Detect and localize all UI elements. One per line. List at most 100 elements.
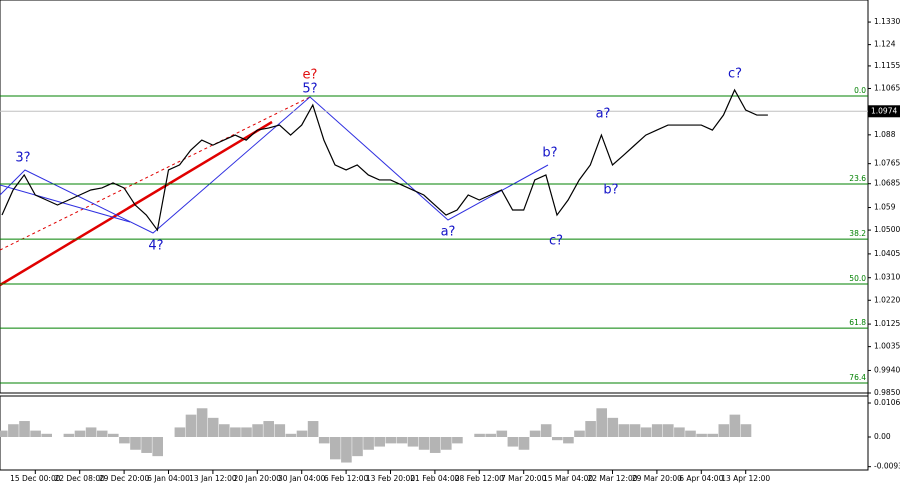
x-tick-label: 29 Mar 20:00: [632, 474, 682, 483]
oscillator-bar: [574, 430, 585, 437]
x-tick-label: 6 Apr 04:00: [679, 474, 723, 483]
price-panel: [0, 0, 869, 394]
x-tick-label: 28 Feb 12:00: [455, 474, 504, 483]
trend-line: [0, 120, 273, 287]
y-tick-label: 1.0765: [874, 159, 900, 168]
oscillator-bar: [529, 430, 541, 437]
wave-label: e?: [303, 68, 318, 83]
y-tick-label: -0.0093: [874, 462, 900, 471]
oscillator-bar: [441, 436, 452, 450]
oscillator-bar: [629, 424, 641, 437]
oscillator-bar: [429, 436, 441, 453]
fib-label: 38.2: [849, 229, 866, 238]
x-tick-label: 15 Mar 04:00: [543, 474, 593, 483]
oscillator-bar: [196, 408, 208, 437]
oscillator-bar: [718, 424, 730, 437]
oscillator-bar: [396, 436, 408, 444]
oscillator-bar: [696, 433, 707, 437]
oscillator-bar: [596, 408, 607, 437]
oscillator-bar: [318, 436, 330, 444]
oscillator-bar: [663, 424, 674, 437]
oscillator-bar: [285, 433, 297, 437]
oscillator-bar: [563, 436, 574, 444]
x-tick-label: 13 Jan 12:00: [189, 474, 237, 483]
wave-label: 4?: [148, 239, 163, 254]
wave-lines: [0, 96, 549, 234]
oscillator-bar: [219, 424, 230, 437]
x-tick-label: 7 Mar 20:00: [501, 474, 547, 483]
y-tick-label: 1.124: [874, 40, 896, 49]
wave-label: b?: [542, 146, 557, 161]
oscillator-bar: [74, 430, 86, 437]
oscillator-bar: [185, 414, 197, 437]
oscillator-bar: [207, 417, 219, 437]
oscillator-bar: [241, 427, 252, 437]
oscillator-bar: [474, 433, 485, 437]
y-tick-label: 1.0500: [874, 225, 900, 234]
oscillator-bar: [540, 424, 552, 437]
y-tick-label: 0.00: [874, 432, 891, 441]
oscillator-bar: [263, 421, 274, 437]
oscillator-bar: [30, 430, 41, 437]
y-tick-label: 1.088: [874, 130, 896, 139]
fib-label: 50.0: [849, 274, 866, 283]
oscillator-bar: [341, 436, 352, 463]
oscillator-bar: [108, 433, 119, 437]
wave-label: a?: [441, 225, 456, 240]
y-tick-label: 1.1330: [874, 17, 900, 26]
oscillator-bar: [85, 427, 97, 437]
wave-line: [0, 184, 131, 223]
y-tick-label: 1.0310: [874, 273, 900, 282]
x-tick-label: 13 Apr 12:00: [721, 474, 770, 483]
y-tick-label: 1.1065: [874, 83, 900, 92]
oscillator-bar: [740, 424, 752, 437]
oscillator-bar: [385, 436, 397, 444]
wave-label: a?: [596, 107, 611, 122]
current-price-box: [868, 105, 900, 118]
x-tick-label: 21 Feb 04:00: [410, 474, 459, 483]
wave-label: 3?: [15, 151, 30, 166]
trend-line-dashed: [0, 96, 311, 251]
x-tick-label: 15 Dec 00:00: [10, 474, 61, 483]
oscillator-bar: [729, 414, 741, 437]
y-tick-label: 1.059: [874, 203, 896, 212]
oscillator-bar: [407, 436, 419, 447]
oscillator-bar: [552, 436, 563, 441]
fib-label: 0.0: [854, 86, 866, 95]
oscillator-bar: [330, 436, 341, 460]
oscillator-bar: [452, 436, 463, 444]
oscillator-bar: [307, 421, 319, 437]
oscillator-bar: [96, 430, 108, 437]
oscillator-bar: [19, 421, 30, 437]
oscillator-bar: [607, 417, 619, 437]
y-tick-label: 1.0035: [874, 342, 900, 351]
x-tick-label: 6 Feb 12:00: [324, 474, 369, 483]
oscillator-bar: [640, 427, 652, 437]
x-tick-label: 30 Jan 04:00: [278, 474, 326, 483]
wave-label: c?: [549, 234, 563, 249]
oscillator-bar: [507, 436, 519, 447]
oscillator-bar: [119, 436, 130, 444]
fib-label: 61.8: [849, 318, 866, 327]
x-tick-label: 22 Mar 12:00: [587, 474, 637, 483]
y-tick-label: 1.0685: [874, 179, 900, 188]
y-tick-label: 1.0125: [874, 319, 900, 328]
oscillator-bar: [174, 427, 186, 437]
oscillator-bar: [130, 436, 141, 450]
oscillator-bar: [674, 427, 685, 437]
oscillator-bar: [41, 433, 52, 437]
current-price-label: 1.0974: [871, 106, 897, 115]
x-tick-label: 13 Feb 20:00: [366, 474, 415, 483]
y-tick-label: 0.01065: [874, 398, 900, 407]
x-tick-label: 6 Jan 04:00: [147, 474, 190, 483]
oscillator-bar: [496, 430, 508, 437]
y-tick-label: 1.0220: [874, 295, 900, 304]
oscillator-bar: [707, 433, 718, 437]
oscillator-bar: [685, 430, 696, 437]
oscillator-bar: [618, 424, 630, 437]
oscillator-bar: [252, 424, 263, 437]
oscillator-bar: [418, 436, 430, 450]
oscillator-bar: [274, 424, 286, 437]
